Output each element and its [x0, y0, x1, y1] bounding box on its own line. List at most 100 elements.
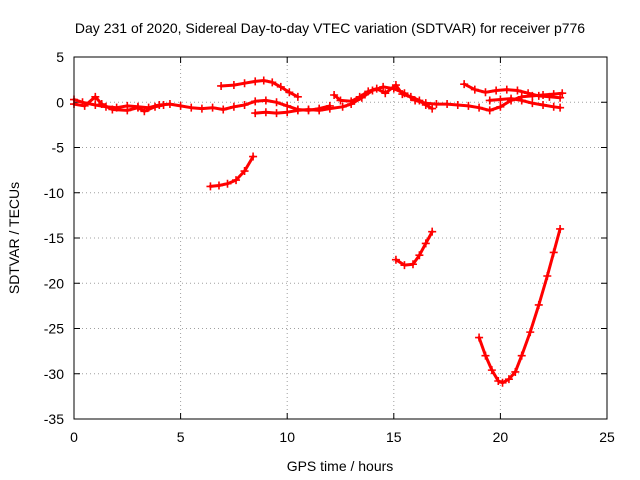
- y-tick-label: -25: [44, 321, 64, 337]
- data-point: [232, 176, 241, 185]
- y-tick-label: -20: [44, 275, 64, 291]
- data-point: [261, 96, 270, 105]
- y-tick-label: 0: [56, 94, 64, 110]
- data-point: [315, 106, 324, 115]
- data-point: [229, 102, 238, 111]
- data-point: [206, 182, 215, 191]
- series-arc-6: [330, 81, 437, 113]
- data-point: [283, 108, 292, 117]
- data-point: [208, 103, 217, 112]
- data-point: [272, 98, 281, 107]
- series-line: [394, 230, 434, 267]
- data-point: [498, 378, 507, 387]
- data-point: [549, 102, 558, 111]
- data-point: [293, 106, 302, 115]
- data-point: [249, 152, 258, 161]
- data-point: [504, 375, 513, 384]
- data-point: [240, 167, 249, 176]
- series-arc-10: [475, 224, 565, 387]
- data-point: [325, 104, 334, 113]
- data-point: [485, 106, 494, 115]
- data-point: [496, 102, 505, 111]
- x-tick-label: 0: [70, 429, 78, 445]
- data-point: [406, 92, 415, 101]
- data-point: [415, 251, 424, 260]
- data-point: [517, 351, 526, 360]
- data-point: [197, 104, 206, 113]
- data-point: [507, 94, 516, 103]
- data-point: [293, 92, 302, 101]
- data-point: [214, 181, 223, 190]
- y-tick-label: -10: [44, 185, 64, 201]
- series-line: [462, 82, 562, 100]
- data-point: [496, 95, 505, 104]
- data-point: [165, 100, 174, 109]
- y-axis-label: SDTVAR / TECUs: [6, 182, 22, 294]
- data-point: [443, 100, 452, 109]
- data-point: [487, 366, 496, 375]
- data-point: [391, 255, 400, 264]
- data-point: [485, 96, 494, 105]
- data-point: [494, 376, 503, 385]
- data-point: [140, 107, 149, 116]
- chart-title: Day 231 of 2020, Sidereal Day-to-day VTE…: [75, 20, 585, 36]
- data-point: [543, 272, 552, 281]
- data-point: [304, 105, 313, 114]
- y-tick-label: -30: [44, 366, 64, 382]
- data-point: [285, 88, 294, 97]
- data-point: [524, 89, 533, 98]
- data-point: [276, 82, 285, 91]
- data-point: [534, 300, 543, 309]
- data-point: [481, 351, 490, 360]
- series-arc-7: [391, 227, 437, 270]
- x-tick-label: 5: [177, 429, 185, 445]
- data-point: [355, 92, 364, 101]
- data-point: [223, 179, 232, 188]
- data-point: [526, 328, 535, 337]
- grid: [74, 57, 607, 419]
- data-point: [453, 100, 462, 109]
- data-point: [400, 261, 409, 270]
- data-point: [372, 84, 381, 93]
- data-point: [408, 260, 417, 269]
- data-point: [336, 96, 345, 105]
- data-point: [528, 99, 537, 108]
- data-point: [97, 100, 106, 109]
- data-point: [240, 100, 249, 109]
- data-point: [549, 248, 558, 257]
- data-point: [108, 105, 117, 114]
- data-point: [176, 101, 185, 110]
- data-point: [470, 85, 479, 94]
- data-point: [219, 105, 228, 114]
- data-point: [398, 90, 407, 99]
- series-arc-2: [70, 92, 168, 116]
- data-point: [475, 103, 484, 112]
- data-point: [517, 96, 526, 105]
- data-point: [229, 81, 238, 90]
- data-point: [545, 92, 554, 101]
- data-point: [481, 88, 490, 97]
- plot-frame: [73, 56, 608, 420]
- data-point: [133, 103, 142, 112]
- data-point: [338, 102, 347, 111]
- data-point: [217, 81, 226, 90]
- data-point: [379, 82, 388, 91]
- data-point: [251, 97, 260, 106]
- data-point: [330, 91, 339, 100]
- series-arc-8: [460, 80, 565, 102]
- data-point: [492, 86, 501, 95]
- data-point: [475, 333, 484, 342]
- data-point: [428, 104, 437, 113]
- data-point: [556, 103, 565, 112]
- y-tick-label: -35: [44, 411, 64, 427]
- data-point: [91, 92, 100, 101]
- data-point: [534, 91, 543, 100]
- data-point: [240, 79, 249, 88]
- data-point: [460, 80, 469, 89]
- data-point: [511, 367, 520, 376]
- x-tick-label: 20: [493, 429, 509, 445]
- data-point: [421, 239, 430, 248]
- y-tick-label: 5: [56, 49, 64, 65]
- data-point: [421, 100, 430, 109]
